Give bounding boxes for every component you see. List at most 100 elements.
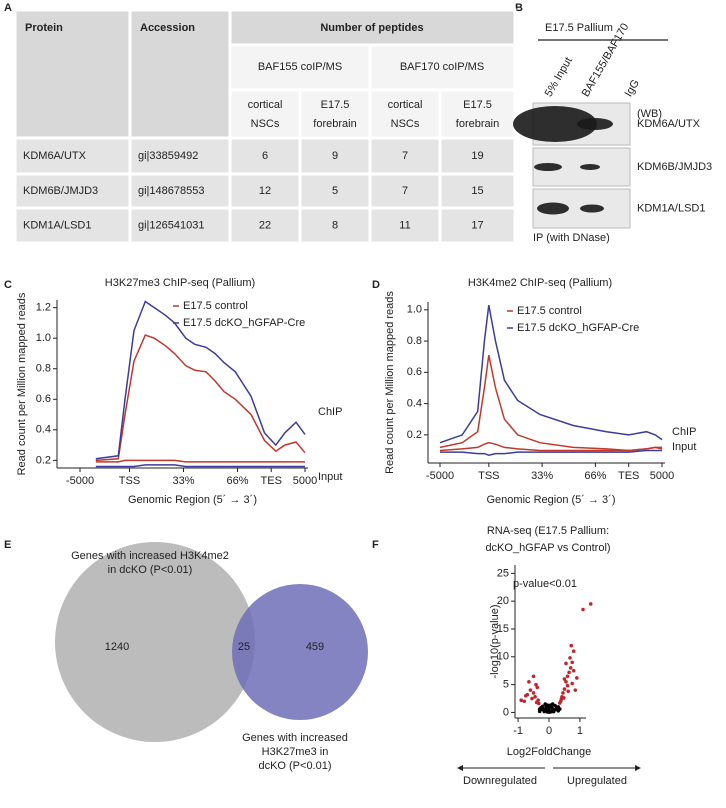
point — [558, 707, 562, 711]
y-tick-label: 0.6 — [407, 366, 422, 378]
blot-protein: KDM6B/JMJD3 — [637, 161, 712, 173]
lane-label: IgG — [623, 78, 642, 99]
chart-title: RNA-seq (E17.5 Pallium: — [487, 525, 609, 537]
x-tick-label: 5000 — [650, 470, 674, 482]
venn-set-label: dcKO (P<0.01) — [258, 760, 331, 772]
point — [568, 656, 572, 660]
point — [533, 695, 537, 699]
table-cell-number: 12 — [259, 185, 271, 197]
point — [570, 681, 574, 686]
table-cell-text: KDM1A/LSD1 — [23, 219, 91, 231]
point — [588, 602, 593, 606]
y-tick-label: 1.0 — [407, 304, 422, 316]
point — [567, 670, 571, 675]
chart-title: H3K4me2 ChIP-seq (Pallium) — [468, 277, 612, 289]
table-cell-text: gi|148678553 — [138, 185, 204, 197]
venn-count: 25 — [238, 641, 250, 653]
point — [571, 668, 576, 673]
y-tick-label: 5 — [503, 679, 509, 691]
venn-set-label: H3K27me3 in — [262, 746, 329, 758]
x-tick-label: -5000 — [66, 475, 94, 487]
table-cell — [128, 172, 232, 210]
x-axis-label: Genomic Region (5´ → 3´) — [487, 494, 616, 506]
x-tick-label: TSS — [119, 475, 140, 487]
table-cell-text: gi|126541031 — [138, 219, 204, 231]
legend-label: E17.5 dcKO_hGFAP-Cre — [183, 317, 305, 329]
table-cell — [368, 88, 442, 140]
table-cell — [128, 8, 232, 140]
table-subheader: NSCs — [391, 118, 420, 130]
table-subheader: forebrain — [456, 118, 499, 130]
y-tick-label: 0.4 — [36, 424, 51, 436]
point — [527, 680, 531, 684]
venn-circle — [55, 542, 255, 742]
chart-title: H3K27me3 ChIP-seq (Pallium) — [105, 277, 255, 289]
input-line — [95, 459, 305, 463]
x-tick-label: TES — [261, 475, 282, 487]
point — [551, 709, 556, 714]
y-tick-label: 10 — [497, 651, 509, 663]
point — [562, 696, 566, 700]
input-line — [440, 449, 662, 456]
blot-band — [513, 106, 597, 142]
legend-label: E17.5 dcKO_hGFAP-Cre — [517, 322, 639, 334]
table-cell — [13, 206, 132, 245]
table-cell-number: 7 — [402, 185, 408, 197]
panel-letter: F — [372, 539, 379, 551]
point — [571, 649, 576, 654]
point — [565, 674, 570, 679]
table-cell — [438, 136, 517, 176]
point — [547, 708, 551, 713]
annotation: Input — [672, 441, 696, 453]
x-tick-label: 33% — [172, 475, 194, 487]
panel-letter: B — [515, 2, 523, 14]
blot-band — [534, 163, 562, 171]
y-axis-label: Read count per Million mapped reads — [16, 292, 28, 475]
table-subheader: E17.5 — [321, 99, 350, 111]
blot-band — [580, 164, 600, 170]
chip-line — [95, 300, 306, 460]
annotation: ChIP — [318, 406, 342, 418]
y-tick-label: 1.2 — [36, 302, 51, 314]
point — [561, 691, 565, 695]
chart-title: dcKO_hGFAP vs Control) — [485, 542, 610, 554]
blot-wb: (WB) — [637, 108, 662, 120]
direction-label: Upregulated — [567, 775, 627, 787]
panel-letter: C — [4, 279, 12, 291]
panel-letter: E — [4, 539, 11, 551]
x-tick-label: 66% — [226, 475, 248, 487]
point — [570, 660, 574, 665]
table-cell-number: 5 — [332, 185, 338, 197]
panel-letter: A — [4, 2, 12, 14]
table-subheader: E17.5 — [463, 99, 492, 111]
point — [541, 704, 545, 709]
venn-count: 459 — [306, 641, 324, 653]
point — [564, 680, 568, 684]
point — [568, 666, 573, 670]
blot-protein: KDM1A/LSD1 — [637, 202, 705, 214]
point — [562, 677, 567, 681]
x-tick-label: TSS — [478, 470, 499, 482]
table-cell-number: 9 — [332, 150, 338, 162]
table-cell — [298, 172, 372, 210]
x-tick-label: 66% — [584, 470, 606, 482]
legend-label: E17.5 control — [517, 305, 582, 317]
blot-title: E17.5 Pallium — [545, 22, 613, 34]
y-tick-label: 15 — [497, 623, 509, 635]
table-cell-number: 11 — [399, 219, 410, 231]
venn-set-label: in dcKO (P<0.01) — [108, 564, 193, 576]
table-header: Accession — [140, 22, 195, 34]
point — [522, 699, 527, 704]
point — [573, 688, 578, 692]
y-tick-label: 0.4 — [407, 398, 422, 410]
chip-line — [439, 354, 663, 452]
venn-set-label: Genes with increased — [242, 732, 348, 744]
table-cell-text: KDM6B/JMJD3 — [23, 185, 98, 197]
table-cell — [228, 88, 302, 140]
y-tick-label: 0.2 — [36, 454, 51, 466]
x-tick-label: 5000 — [293, 475, 317, 487]
y-axis-label: Read count per Million mapped reads — [384, 291, 396, 474]
table-subheader: forebrain — [313, 118, 356, 130]
point — [530, 696, 534, 701]
